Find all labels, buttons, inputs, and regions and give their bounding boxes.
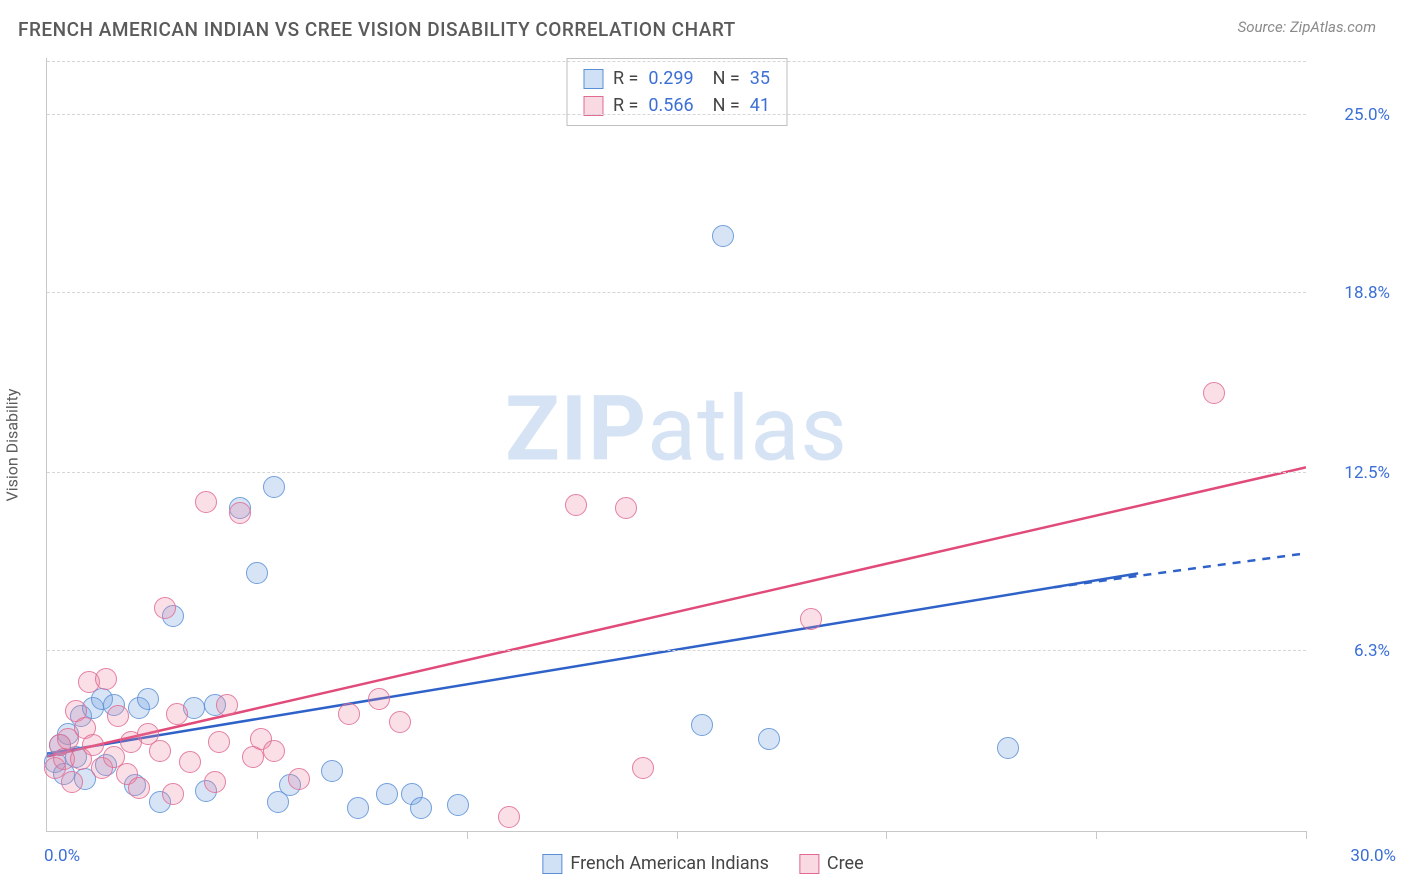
scatter-point <box>95 668 117 690</box>
legend-swatch-a <box>542 854 562 874</box>
scatter-point <box>128 777 150 799</box>
y-tick-label: 6.3% <box>1316 641 1390 661</box>
gridline <box>47 650 1306 651</box>
scatter-point <box>347 797 369 819</box>
scatter-point <box>162 783 184 805</box>
y-tick-label: 25.0% <box>1316 105 1390 125</box>
legend-item-series-b: Cree <box>799 853 864 874</box>
swatch-series-b <box>583 96 603 116</box>
scatter-point <box>208 731 230 753</box>
scatter-point <box>229 502 251 524</box>
scatter-point <box>615 497 637 519</box>
scatter-point <box>179 751 201 773</box>
scatter-point <box>447 794 469 816</box>
source-label: Source: ZipAtlas.com <box>1238 18 1376 36</box>
scatter-point <box>149 740 171 762</box>
x-tick <box>467 831 468 839</box>
scatter-point <box>758 728 780 750</box>
scatter-point <box>368 688 390 710</box>
scatter-point <box>288 768 310 790</box>
scatter-point <box>263 740 285 762</box>
scatter-point <box>410 797 432 819</box>
scatter-point <box>216 694 238 716</box>
x-tick <box>257 831 258 839</box>
legend-label-b: Cree <box>827 853 864 874</box>
x-tick <box>1306 831 1307 839</box>
scatter-point <box>338 703 360 725</box>
scatter-point <box>712 225 734 247</box>
watermark: ZIPatlas <box>505 377 848 482</box>
scatter-point <box>800 608 822 630</box>
scatter-point <box>246 562 268 584</box>
x-tick <box>886 831 887 839</box>
scatter-point <box>321 760 343 782</box>
scatter-point <box>154 597 176 619</box>
scatter-point <box>61 771 83 793</box>
bottom-legend: French American Indians Cree <box>542 853 863 874</box>
chart-title: FRENCH AMERICAN INDIAN VS CREE VISION DI… <box>18 18 736 41</box>
trend-lines <box>47 58 1306 831</box>
scatter-point <box>82 734 104 756</box>
scatter-point <box>376 783 398 805</box>
gridline <box>47 292 1306 293</box>
x-axis-min-label: 0.0% <box>44 846 80 866</box>
x-tick <box>1096 831 1097 839</box>
y-tick-label: 12.5% <box>1316 463 1390 483</box>
scatter-point <box>565 494 587 516</box>
scatter-point <box>1203 382 1225 404</box>
scatter-point <box>195 491 217 513</box>
gridline <box>47 61 1306 62</box>
scatter-point <box>166 703 188 725</box>
y-axis-title: Vision Disability <box>3 389 22 502</box>
scatter-point <box>107 705 129 727</box>
legend-item-series-a: French American Indians <box>542 853 769 874</box>
plot-area: Vision Disability ZIPatlas R = 0.299 N =… <box>46 58 1306 832</box>
gridline <box>47 472 1306 473</box>
swatch-series-a <box>583 69 603 89</box>
x-tick <box>677 831 678 839</box>
x-axis-max-label: 30.0% <box>1350 846 1396 866</box>
scatter-point <box>389 711 411 733</box>
scatter-point <box>498 806 520 828</box>
scatter-point <box>204 771 226 793</box>
scatter-point <box>632 757 654 779</box>
scatter-point <box>263 476 285 498</box>
scatter-point <box>691 714 713 736</box>
gridline <box>47 114 1306 115</box>
scatter-point <box>997 737 1019 759</box>
legend-label-a: French American Indians <box>570 853 769 874</box>
stats-row-series-a: R = 0.299 N = 35 <box>583 65 770 92</box>
legend-swatch-b <box>799 854 819 874</box>
y-tick-label: 18.8% <box>1316 283 1390 303</box>
correlation-stats-box: R = 0.299 N = 35 R = 0.566 N = 41 <box>566 58 787 126</box>
scatter-point <box>137 688 159 710</box>
